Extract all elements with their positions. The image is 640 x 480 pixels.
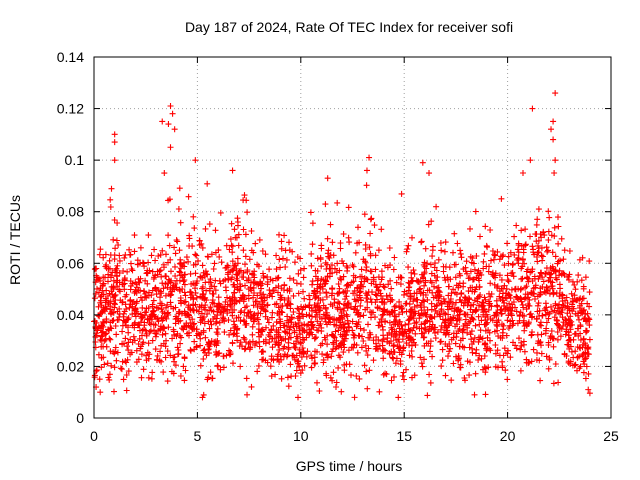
y-tick-label: 0.12	[57, 101, 84, 117]
y-tick-label: 0.14	[57, 49, 84, 65]
data-point	[159, 118, 166, 125]
x-tick-label: 20	[500, 428, 516, 444]
data-point-cloud	[91, 170, 593, 401]
grid-lines	[94, 57, 611, 418]
data-point	[548, 126, 555, 133]
data-point	[167, 102, 174, 109]
x-tick-label: 10	[293, 428, 309, 444]
data-point	[167, 144, 174, 151]
data-point	[550, 118, 557, 125]
y-tick-label: 0.02	[57, 358, 84, 374]
x-tick-label: 15	[396, 428, 412, 444]
y-tick-label: 0.04	[57, 307, 84, 323]
data-point	[171, 126, 178, 133]
data-point	[527, 157, 534, 164]
data-point	[366, 154, 373, 161]
data-point	[351, 394, 358, 401]
y-axis-tick-labels: 0 0.02 0.04 0.06 0.08 0.1 0.12 0.14	[57, 49, 84, 426]
data-point	[165, 121, 172, 128]
data-points	[91, 90, 593, 401]
axis-ticks	[93, 56, 612, 419]
x-axis-label: GPS time / hours	[296, 458, 403, 474]
y-tick-label: 0.06	[57, 255, 84, 271]
chart-title: Day 187 of 2024, Rate Of TEC Index for r…	[185, 19, 513, 35]
data-point	[192, 157, 199, 164]
data-point	[552, 157, 559, 164]
y-tick-label: 0.08	[57, 204, 84, 220]
data-point	[426, 170, 433, 177]
x-axis-tick-labels: 0 5 10 15 20 25	[90, 428, 619, 444]
data-point	[161, 170, 168, 177]
data-point	[552, 90, 559, 97]
x-tick-label: 5	[194, 428, 202, 444]
data-point	[585, 386, 592, 393]
data-point	[419, 159, 426, 166]
data-point	[111, 157, 118, 164]
data-point	[111, 131, 118, 138]
plot-frame	[93, 56, 612, 419]
y-axis-label: ROTI / TECUs	[7, 195, 23, 285]
data-point	[550, 136, 557, 143]
x-tick-label: 0	[90, 428, 98, 444]
y-tick-label: 0.1	[65, 152, 85, 168]
y-tick-label: 0	[76, 410, 84, 426]
data-point	[363, 167, 370, 174]
data-point	[169, 110, 176, 117]
data-point	[498, 195, 505, 202]
data-point	[529, 105, 536, 112]
data-point	[229, 167, 236, 174]
data-point	[471, 391, 478, 398]
data-point	[97, 389, 104, 396]
x-tick-label: 25	[603, 428, 619, 444]
data-point	[324, 175, 331, 182]
data-point	[111, 139, 118, 146]
data-point	[244, 391, 251, 398]
